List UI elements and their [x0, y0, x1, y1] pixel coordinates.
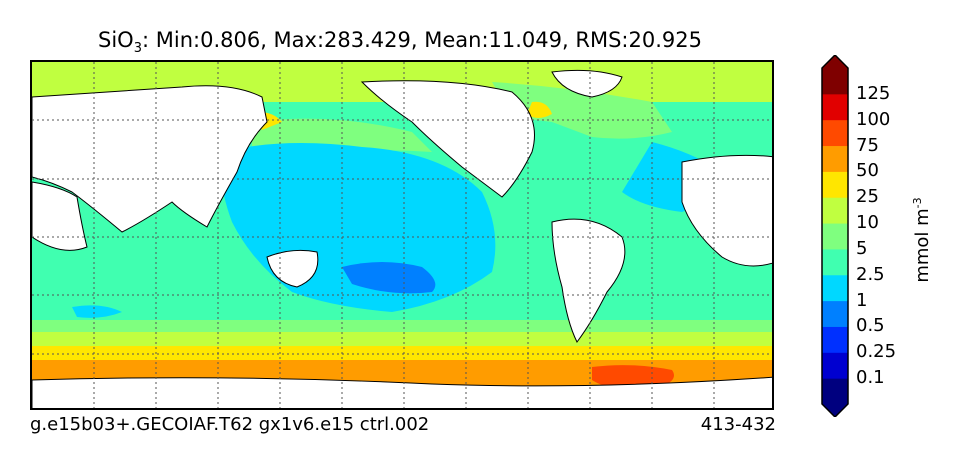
colorbar-swatch [822, 274, 848, 302]
units-text: mmol m [912, 208, 933, 283]
colorbar-swatch [822, 197, 848, 224]
southern-band-5 [32, 320, 772, 332]
title-species: SiO [98, 28, 134, 52]
southern-band-10 [32, 332, 772, 346]
colorbar-swatch [822, 326, 848, 353]
colorbar-max-arrow [822, 55, 848, 68]
colorbar-swatch [822, 300, 848, 327]
case-name-label: g.e15b03+.GECOIAF.T62 gx1v6.e15 ctrl.002 [30, 414, 430, 435]
colorbar-units: mmol m-3 [911, 197, 933, 282]
colorbar-tick-label: 5 [856, 237, 868, 259]
colorbar [821, 55, 849, 417]
colorbar-tick-label: 100 [856, 108, 891, 130]
eurasia-land [32, 85, 268, 233]
south-america-land [551, 218, 626, 343]
map-title: SiO3: Min:0.806, Max:283.429, Mean:11.04… [0, 28, 800, 56]
north-america-land [360, 80, 535, 198]
colorbar-tick-label: 0.1 [856, 367, 885, 389]
africa-land [32, 181, 88, 251]
colorbar-tick-label: 2.5 [856, 263, 885, 285]
colorbar-tick-label: 75 [856, 134, 879, 156]
colorbar-swatch [822, 145, 848, 172]
world-map [32, 62, 772, 408]
colorbar-swatch [822, 68, 848, 95]
greenland-land [551, 69, 623, 98]
colorbar-min-arrow [822, 404, 848, 417]
hudson-bay-region [527, 101, 552, 118]
southern-band-25 [32, 346, 772, 360]
colorbar-swatch [822, 352, 848, 379]
map-panel [30, 60, 774, 410]
north-atlantic-band [492, 82, 672, 139]
colorbar-tick-label: 50 [856, 160, 879, 182]
colorbar-tick-label: 10 [856, 212, 879, 234]
antarctica-land [32, 376, 772, 408]
units-exponent: -3 [911, 197, 924, 209]
colorbar-swatch [822, 119, 848, 147]
colorbar-swatch [822, 93, 848, 121]
indian-low-region [72, 305, 122, 318]
map-grid [32, 62, 772, 408]
title-subscript: 3 [133, 41, 142, 56]
colorbar-tick-label: 0.25 [856, 341, 897, 363]
year-range-label: 413-432 [700, 414, 776, 435]
title-stats: : Min:0.806, Max:283.429, Mean:11.049, R… [142, 28, 702, 52]
colorbar-swatch [822, 378, 848, 405]
colorbar-tick-label: 25 [856, 186, 879, 208]
colorbar-tick-label: 0.5 [856, 315, 885, 337]
colorbar-swatch [822, 223, 848, 250]
colorbar-swatch [822, 248, 848, 276]
africa-east-land [681, 154, 772, 267]
colorbar-tick-label: 125 [856, 82, 891, 104]
pacific-min-region [342, 262, 436, 294]
colorbar-tick-label: 1 [856, 289, 868, 311]
colorbar-swatch [822, 171, 848, 198]
colorbar-outline [821, 55, 849, 417]
